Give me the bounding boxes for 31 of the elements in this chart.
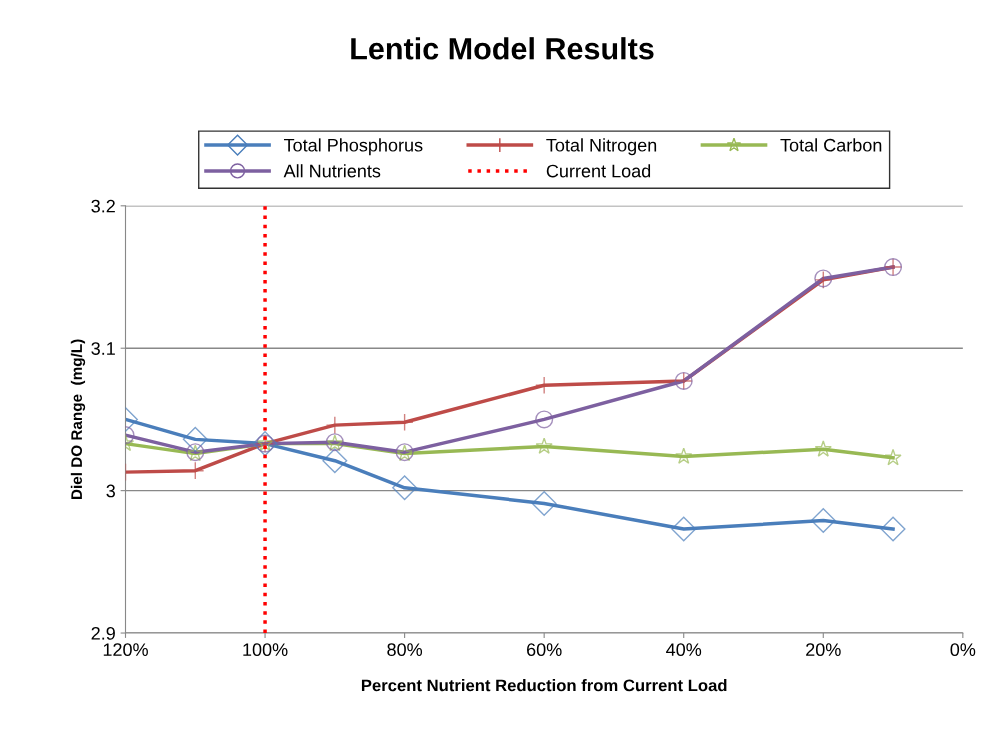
chart-title: Lentic Model Results: [351, 37, 654, 60]
point: [814, 440, 832, 457]
legend-label: Total Phosphorus: [283, 138, 423, 156]
x-tick-label: 80%: [387, 643, 423, 657]
x-tick-label: 120%: [103, 643, 148, 657]
y-tick-label: 3.2: [91, 199, 115, 213]
x-axis-title: Percent Nutrient Reduction from Current Load: [361, 679, 727, 692]
y-tick-label: 3.1: [91, 342, 115, 355]
point: [671, 516, 697, 542]
point: [884, 448, 902, 466]
y-tick-label: 2.9: [91, 626, 115, 640]
legend-label: Total Nitrogen: [546, 138, 657, 156]
y-tick-label: 3: [106, 484, 115, 498]
y-axis-title: Diel DO Range (mg/L): [70, 339, 86, 500]
point: [880, 516, 906, 542]
point: [322, 448, 348, 474]
x-tick-label: 20%: [806, 643, 841, 657]
point: [535, 437, 553, 454]
point: [531, 490, 557, 516]
point: [675, 447, 693, 464]
point: [535, 410, 554, 429]
x-tick-label: 60%: [527, 643, 562, 657]
legend-label: Current Load: [546, 164, 651, 178]
x-tick-label: 0%: [950, 643, 976, 657]
point: [392, 475, 418, 501]
x-tick-label: 100%: [243, 643, 288, 657]
point: [182, 426, 208, 452]
legend-label: All Nutrients: [283, 164, 381, 178]
point: [810, 508, 836, 534]
legend-label: Total Carbon: [780, 138, 882, 152]
x-tick-label: 40%: [666, 643, 702, 657]
